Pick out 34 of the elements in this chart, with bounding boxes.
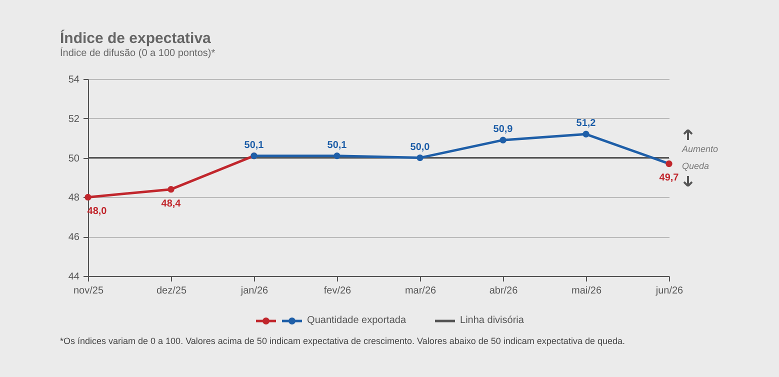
- y-tick-label: 46: [68, 232, 80, 244]
- data-label: 49,7: [659, 172, 680, 184]
- y-tick-label: 54: [68, 74, 80, 86]
- legend-label: Linha divisória: [459, 315, 524, 326]
- point: [168, 186, 174, 193]
- y-tick-label: 44: [68, 272, 80, 282]
- text: *Os índices variam de 0 a 100. Valores acima de 50 indicam expectativa de crescimento. Valores abaixo de 50 indicam expectativa de queda.: [60, 336, 625, 346]
- y-tick-label: 48: [68, 192, 80, 204]
- data-label: 50,9: [493, 124, 514, 136]
- x-tick-label: jun/26: [654, 286, 684, 296]
- point: [334, 152, 340, 160]
- chart-title: Índice de expectativa: [60, 30, 211, 47]
- y-tick-label: 50: [68, 153, 80, 164]
- x-tick-label: nov/25: [73, 286, 104, 296]
- point: [500, 136, 506, 144]
- data-label: 50,1: [327, 140, 348, 151]
- x-tick-label: mar/26: [404, 286, 436, 296]
- text: Queda: [682, 160, 710, 171]
- text: Aumento: [682, 144, 718, 154]
- data-label: 51,2: [576, 118, 596, 130]
- point: [84, 194, 92, 201]
- x-tick-label: jan/26: [240, 286, 269, 296]
- data-label: 48,4: [161, 198, 182, 210]
- x-tick-label: mai/26: [571, 286, 602, 296]
- x-tick-label: fev/26: [324, 286, 352, 296]
- y-tick-label: 52: [68, 114, 80, 125]
- point: [416, 154, 424, 162]
- x-tick-label: dez/25: [156, 286, 187, 296]
- chart-subtitle: Índice de difusão (0 a 100 pontos)*: [60, 48, 216, 59]
- legend-label: Quantidade exportada: [306, 315, 406, 326]
- data-label: 50,1: [244, 140, 264, 151]
- x-tick-label: abr/26: [489, 286, 518, 296]
- point: [582, 130, 590, 138]
- data-label: 50,0: [410, 142, 430, 153]
